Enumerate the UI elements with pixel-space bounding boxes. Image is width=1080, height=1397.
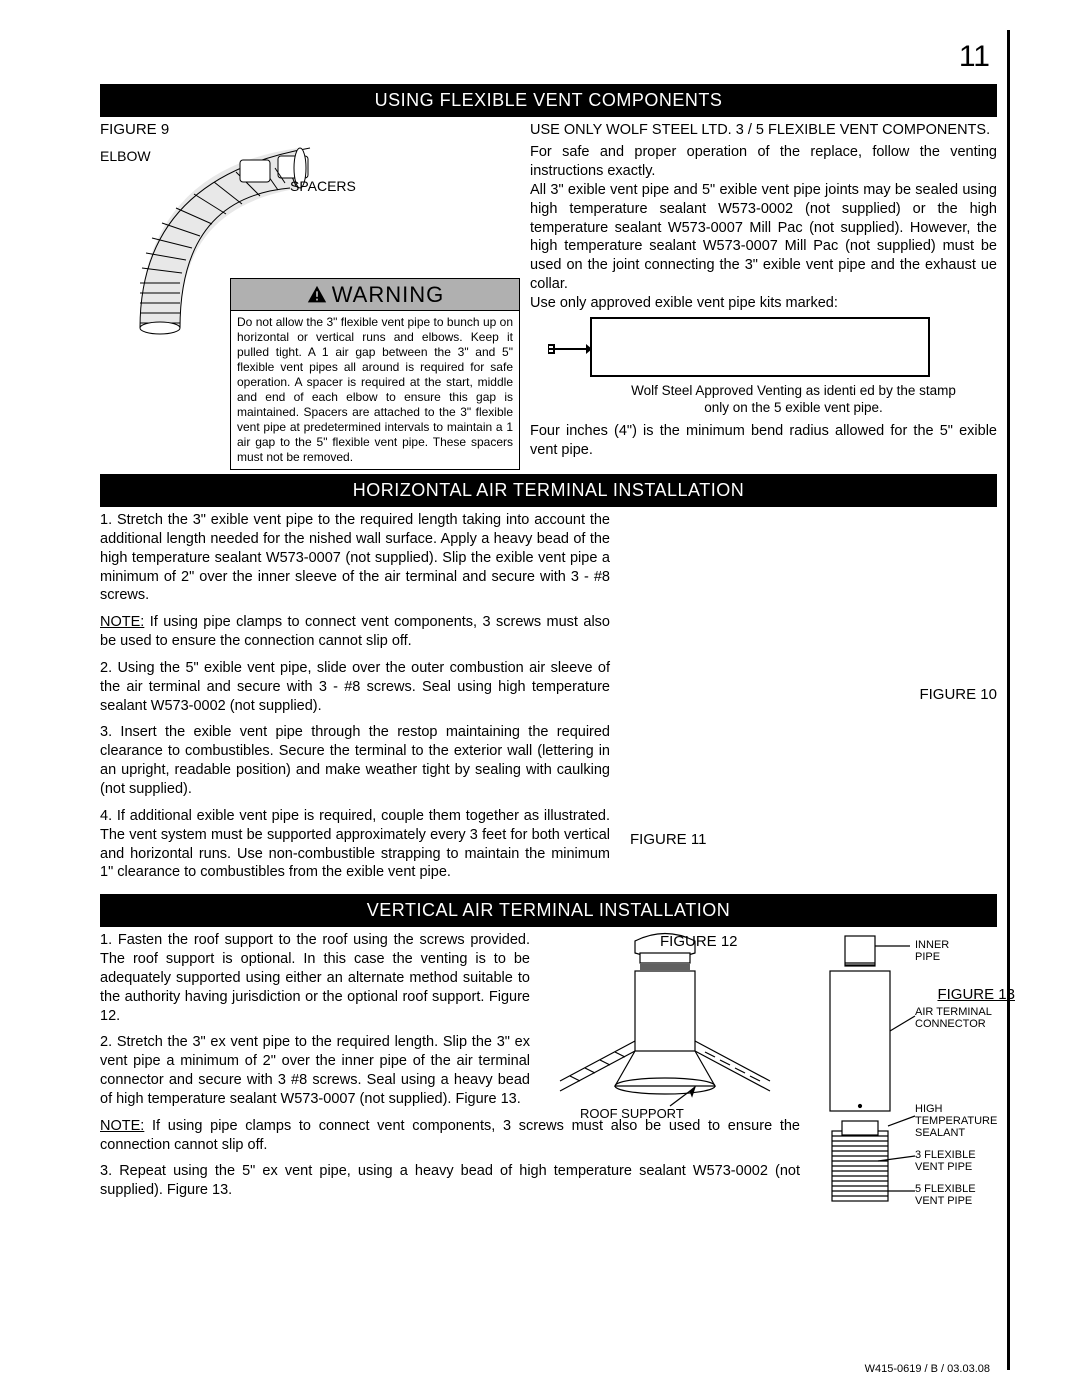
high-temp-label: HIGH TEMPERATURE SEALANT bbox=[915, 1103, 1015, 1139]
roof-support-label: ROOF SUPPORT bbox=[580, 1106, 684, 1121]
figure13-svg bbox=[800, 931, 920, 1251]
figure12-svg bbox=[540, 931, 790, 1121]
stamp-box bbox=[590, 317, 930, 377]
flex5-label: 5 FLEXIBLE VENT PIPE bbox=[915, 1183, 1005, 1207]
spacers-label: SPACERS bbox=[290, 178, 356, 194]
s1-p3: Use only approved exible vent pipe kits … bbox=[530, 294, 997, 313]
s1-p2: All 3" exible vent pipe and 5" exible ve… bbox=[530, 181, 997, 294]
elbow-diagram: ELBOW SPACERS bbox=[100, 138, 520, 338]
stamp-arrow-icon bbox=[548, 341, 592, 357]
note-label-2: NOTE: bbox=[100, 1118, 144, 1134]
s3-p3: 3. Repeat using the 5" ex vent pipe, usi… bbox=[100, 1162, 800, 1200]
figure12-label: FIGURE 12 bbox=[660, 933, 738, 950]
page-number: 11 bbox=[959, 40, 990, 74]
figure11-label: FIGURE 11 bbox=[630, 831, 706, 848]
s1-p1: For safe and proper operation of the rep… bbox=[530, 143, 997, 181]
use-only-line: USE ONLY WOLF STEEL LTD. 3 / 5 FLEXIBLE … bbox=[530, 121, 997, 139]
figure10-label: FIGURE 10 bbox=[919, 686, 997, 703]
note-label: NOTE: bbox=[100, 614, 144, 630]
figure12: FIGURE 12 bbox=[540, 931, 790, 1126]
s2-p2: 2. Using the 5" exible vent pipe, slide … bbox=[100, 659, 610, 716]
section-header-horizontal: HORIZONTAL AIR TERMINAL INSTALLATION bbox=[100, 474, 997, 507]
air-terminal-label: AIR TERMINAL CONNECTOR bbox=[915, 1006, 1005, 1030]
elbow-svg bbox=[100, 138, 520, 338]
inner-pipe-label: INNER PIPE bbox=[915, 939, 975, 963]
figure9-label: FIGURE 9 bbox=[100, 121, 520, 138]
s2-p4: 4. If additional exible vent pipe is req… bbox=[100, 807, 610, 882]
figure13: FIGURE 13 bbox=[800, 931, 1010, 1261]
elbow-label: ELBOW bbox=[100, 148, 151, 164]
s3-p1: 1. Fasten the roof support to the roof u… bbox=[100, 931, 530, 1025]
stamp-caption: Wolf Steel Approved Venting as identi ed… bbox=[590, 383, 997, 417]
s2-p1: 1. Stretch the 3" exible vent pipe to th… bbox=[100, 511, 610, 605]
s3-p2: 2. Stretch the 3" ex vent pipe to the re… bbox=[100, 1033, 530, 1108]
s1-p4: Four inches (4") is the minimum bend rad… bbox=[530, 422, 997, 460]
section-header-vertical: VERTICAL AIR TERMINAL INSTALLATION bbox=[100, 894, 997, 927]
s2-note: NOTE: If using pipe clamps to connect ve… bbox=[100, 613, 610, 651]
flex3-label: 3 FLEXIBLE VENT PIPE bbox=[915, 1149, 1005, 1173]
section-header-flex-vent: USING FLEXIBLE VENT COMPONENTS bbox=[100, 84, 997, 117]
s2-note-text: If using pipe clamps to connect vent com… bbox=[100, 614, 610, 649]
footer: W415-0619 / B / 03.03.08 bbox=[865, 1363, 990, 1375]
s2-p3: 3. Insert the exible vent pipe through t… bbox=[100, 723, 610, 798]
figure13-label: FIGURE 13 bbox=[937, 986, 1015, 1003]
